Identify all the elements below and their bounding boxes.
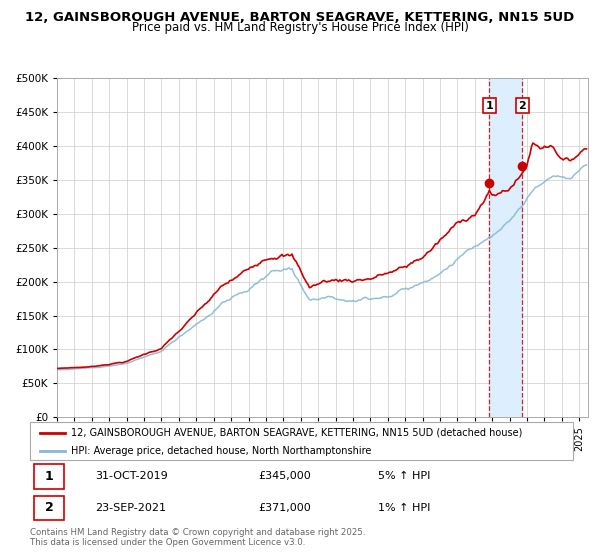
Text: 31-OCT-2019: 31-OCT-2019: [95, 472, 168, 482]
Text: 1% ↑ HPI: 1% ↑ HPI: [377, 503, 430, 513]
Text: 23-SEP-2021: 23-SEP-2021: [95, 503, 166, 513]
Text: 5% ↑ HPI: 5% ↑ HPI: [377, 472, 430, 482]
Text: 12, GAINSBOROUGH AVENUE, BARTON SEAGRAVE, KETTERING, NN15 5UD: 12, GAINSBOROUGH AVENUE, BARTON SEAGRAVE…: [25, 11, 575, 24]
FancyBboxPatch shape: [30, 422, 573, 460]
Text: 2: 2: [44, 501, 53, 515]
Text: HPI: Average price, detached house, North Northamptonshire: HPI: Average price, detached house, Nort…: [71, 446, 371, 456]
Text: Contains HM Land Registry data © Crown copyright and database right 2025.
This d: Contains HM Land Registry data © Crown c…: [30, 528, 365, 547]
Text: 12, GAINSBOROUGH AVENUE, BARTON SEAGRAVE, KETTERING, NN15 5UD (detached house): 12, GAINSBOROUGH AVENUE, BARTON SEAGRAVE…: [71, 427, 522, 437]
Text: £371,000: £371,000: [258, 503, 311, 513]
Text: 2: 2: [518, 100, 526, 110]
Text: 1: 1: [485, 100, 493, 110]
FancyBboxPatch shape: [34, 464, 64, 488]
Text: Price paid vs. HM Land Registry's House Price Index (HPI): Price paid vs. HM Land Registry's House …: [131, 21, 469, 34]
FancyBboxPatch shape: [34, 496, 64, 520]
Text: £345,000: £345,000: [258, 472, 311, 482]
Bar: [489, 78, 523, 417]
Text: 1: 1: [44, 470, 53, 483]
